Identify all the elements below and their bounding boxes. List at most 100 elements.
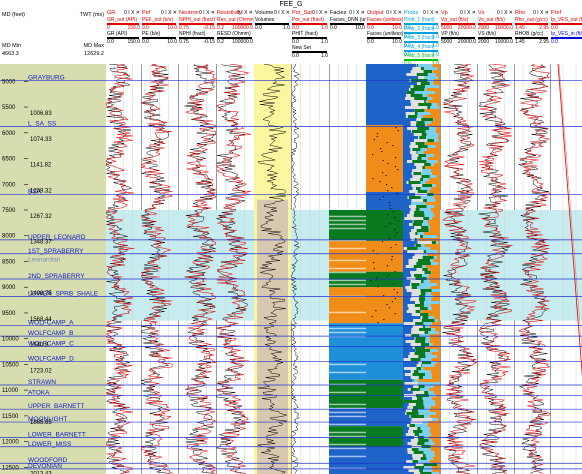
track-prefs[interactable] [550,64,582,474]
prob-segment [417,157,422,160]
prob-segment [403,160,408,163]
track-resist[interactable] [216,64,255,474]
track-volumes[interactable] [254,64,292,474]
curve-name: GR_out (API) [107,17,138,23]
prob-segment [403,415,410,418]
track-header-vs[interactable]: Vs 0 I X ✕ Vs_out (ft/s) 2000 10000.0 VS (ft/… [477,9,515,64]
lithology-dot [377,286,379,288]
track-porsat[interactable] [291,64,330,474]
prob-segment [408,181,421,184]
track-controls[interactable]: 0 I X ✕ [349,10,365,16]
prob-segment [415,424,428,427]
track-controls[interactable]: 0 I X ✕ [312,10,328,16]
md-min-value[interactable]: 4663.3 [2,51,19,57]
prob-segment [421,367,424,370]
prob-segment [430,304,440,307]
curve-scale-max: 1.0 [432,61,439,64]
prob-segment [412,67,421,70]
prob-segment [403,163,415,166]
prob-segment [413,214,425,217]
prob-segment [424,385,434,388]
track-controls[interactable]: 0 I X ✕ [237,10,253,16]
prob-segment [418,103,432,106]
track-header-prefs[interactable]: Pref0 I X ✕Ip_VES_out (ft/s)0.020000.0Ip… [550,9,582,64]
track-gr[interactable] [106,64,142,474]
track-controls[interactable]: 0 I X ✕ [460,10,476,16]
track-title: Rho [515,10,526,16]
prob-segment [422,256,434,259]
prob-segment [429,190,440,193]
track-pef[interactable] [141,64,179,474]
facies-stripe [329,267,366,270]
prob-segment [411,130,426,133]
prob-segment [410,148,413,151]
curve-scale-min: 5000 [441,39,453,45]
track-vp[interactable] [440,64,478,474]
prob-segment [435,130,440,133]
prob-segment [403,466,415,469]
track-vs[interactable] [477,64,515,474]
lithology-dot [388,238,390,240]
track-controls[interactable]: 0 I X ✕ [386,10,402,16]
prob-segment [417,241,432,244]
track-controls[interactable]: 0 I X ✕ [423,10,439,16]
track-controls[interactable]: 0 I X ✕ [124,10,140,16]
lithology-dot [391,187,393,189]
track-plot [291,64,329,474]
prob-segment [436,73,440,76]
track-plot [477,64,514,474]
md-max-value[interactable]: 12629.2 [84,51,104,57]
prob-segment [418,385,425,388]
curve-scale-min: 1.45 [515,25,525,31]
prob-segment [424,67,438,70]
track-facies[interactable] [329,64,367,474]
track-header-vp[interactable]: Vp 0 I X ✕ Vp_out (ft/s) 5000 20000.0 VP (ft/… [440,9,478,64]
track-header-volumes[interactable]: Volume 0 I X ✕ Volumes 0.0 1.0 [254,9,292,64]
prob-segment [422,316,429,319]
prob-segment [427,79,434,82]
prob-segment [425,166,440,169]
track-header-porsat[interactable]: Por_Sat 0 I X ✕ Por_out (fract) 0.0 1.0 PHIT … [291,9,330,64]
prob-segment [424,124,427,127]
track-header-gr[interactable]: GR 0 I X ✕ GR_out (API) 0 150.0 GR (API) 0.0 15… [106,9,142,64]
track-header-output[interactable]: Output 0 I X ✕ Facies (unitless) 0.0 10.0 Fac… [366,9,404,64]
prob-segment [410,421,423,424]
track-header-pef[interactable]: Pef 0 I X ✕ PEF_out (b/e) 0.0 10.0 PE (b/e) 0.… [141,9,179,64]
prob-segment [435,91,440,94]
track-controls[interactable]: 0 I X ✕ [533,10,549,16]
prob-segment [403,406,408,409]
track-header-neutron[interactable]: Neutron 0 I X ✕ NPHI_out (fract) 0.75 -0.15 N… [178,9,217,64]
track-header-resist[interactable]: Resistivity 0 I X ✕ Res_out (Ohmm) 0.2 10000… [216,9,255,64]
prob-segment [420,178,424,181]
prob-segment [429,229,440,232]
prob-segment [403,220,413,223]
prob-segment [423,235,438,238]
track-neutron[interactable] [178,64,217,474]
prob-segment [410,208,416,211]
track-controls[interactable]: 0 I X ✕ [161,10,177,16]
curve-name: New Set [292,45,311,51]
prob-segment [434,205,440,208]
track-header-probs[interactable]: Probs 0 I X ✕ Prob_1 (fract) 0.0 1.0 Prob_2 (… [403,9,441,64]
track-header-rho[interactable]: Rho 0 I X ✕ Rho_out (g/cc) 1.45 2.95 RHOB (g/… [514,9,551,64]
depth-track[interactable] [0,64,106,474]
track-output[interactable] [366,64,404,474]
track-rho[interactable] [514,64,551,474]
track-controls[interactable]: 0 I X ✕ [274,10,290,16]
prob-segment [403,385,414,388]
curve-name: Prob_5 (fract) [404,53,435,59]
curve-scale-max: 1.0 [432,43,439,49]
prob-segment [420,148,427,151]
track-area[interactable] [106,64,582,474]
prob-segment [425,298,432,301]
prob-segment [424,406,431,409]
prob-segment [418,379,440,382]
track-probs[interactable] [403,64,441,474]
prob-segment [425,130,436,133]
track-controls[interactable]: 0 I X ✕ [199,10,215,16]
prob-segment [425,292,431,295]
prob-segment [408,403,416,406]
track-controls[interactable]: 0 I X ✕ [497,10,513,16]
prob-segment [403,322,404,325]
